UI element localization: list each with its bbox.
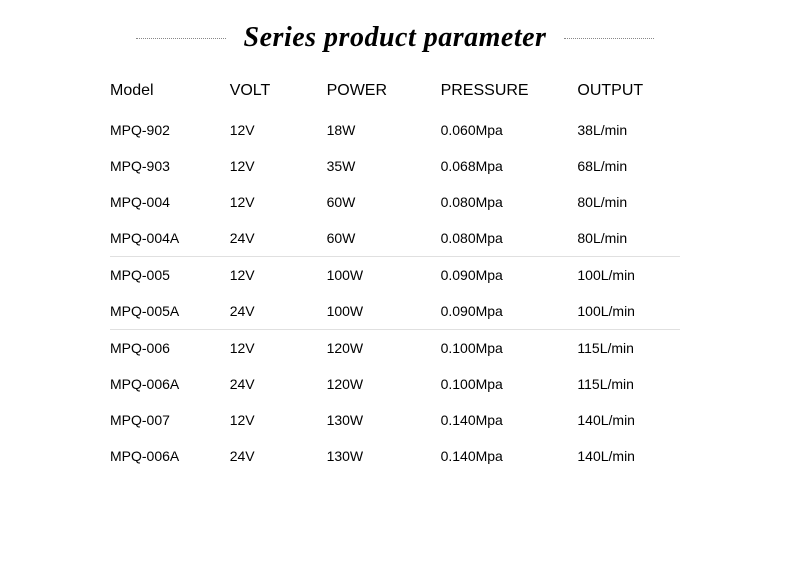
cell-volt: 24V bbox=[230, 293, 327, 330]
cell-model: MPQ-005 bbox=[110, 257, 230, 294]
table-row: MPQ-00412V60W0.080Mpa80L/min bbox=[110, 184, 680, 220]
title-row: Series product parameter bbox=[0, 22, 790, 54]
cell-power: 60W bbox=[327, 220, 441, 257]
cell-model: MPQ-903 bbox=[110, 148, 230, 184]
cell-model: MPQ-004A bbox=[110, 220, 230, 257]
cell-output: 38L/min bbox=[577, 122, 680, 148]
cell-model: MPQ-005A bbox=[110, 293, 230, 330]
table-row: MPQ-00512V100W0.090Mpa100L/min bbox=[110, 257, 680, 294]
cell-pressure: 0.140Mpa bbox=[441, 438, 578, 474]
cell-volt: 12V bbox=[230, 257, 327, 294]
cell-power: 35W bbox=[327, 148, 441, 184]
col-header-pressure: PRESSURE bbox=[441, 82, 578, 122]
cell-power: 120W bbox=[327, 330, 441, 367]
cell-output: 80L/min bbox=[577, 220, 680, 257]
cell-output: 115L/min bbox=[577, 366, 680, 402]
title-line-left bbox=[136, 38, 226, 39]
cell-pressure: 0.090Mpa bbox=[441, 257, 578, 294]
cell-pressure: 0.100Mpa bbox=[441, 366, 578, 402]
cell-power: 120W bbox=[327, 366, 441, 402]
table-row: MPQ-006A24V130W0.140Mpa140L/min bbox=[110, 438, 680, 474]
page-title: Series product parameter bbox=[244, 22, 547, 54]
cell-output: 140L/min bbox=[577, 402, 680, 438]
cell-pressure: 0.060Mpa bbox=[441, 122, 578, 148]
cell-pressure: 0.080Mpa bbox=[441, 184, 578, 220]
cell-pressure: 0.068Mpa bbox=[441, 148, 578, 184]
cell-volt: 24V bbox=[230, 366, 327, 402]
cell-power: 100W bbox=[327, 293, 441, 330]
cell-power: 60W bbox=[327, 184, 441, 220]
cell-power: 130W bbox=[327, 438, 441, 474]
cell-pressure: 0.100Mpa bbox=[441, 330, 578, 367]
parameter-table-wrap: Model VOLT POWER PRESSURE OUTPUT MPQ-902… bbox=[0, 82, 790, 474]
cell-output: 80L/min bbox=[577, 184, 680, 220]
table-row: MPQ-006A24V120W0.100Mpa115L/min bbox=[110, 366, 680, 402]
cell-volt: 12V bbox=[230, 184, 327, 220]
cell-pressure: 0.080Mpa bbox=[441, 220, 578, 257]
table-header-row: Model VOLT POWER PRESSURE OUTPUT bbox=[110, 82, 680, 122]
cell-volt: 12V bbox=[230, 330, 327, 367]
cell-model: MPQ-006A bbox=[110, 438, 230, 474]
cell-pressure: 0.090Mpa bbox=[441, 293, 578, 330]
cell-model: MPQ-902 bbox=[110, 122, 230, 148]
cell-volt: 24V bbox=[230, 220, 327, 257]
cell-volt: 12V bbox=[230, 122, 327, 148]
cell-volt: 24V bbox=[230, 438, 327, 474]
cell-model: MPQ-006 bbox=[110, 330, 230, 367]
table-row: MPQ-005A24V100W0.090Mpa100L/min bbox=[110, 293, 680, 330]
cell-model: MPQ-004 bbox=[110, 184, 230, 220]
title-line-right bbox=[564, 38, 654, 39]
col-header-power: POWER bbox=[327, 82, 441, 122]
table-row: MPQ-004A24V60W0.080Mpa80L/min bbox=[110, 220, 680, 257]
cell-power: 100W bbox=[327, 257, 441, 294]
table-row: MPQ-90312V35W0.068Mpa68L/min bbox=[110, 148, 680, 184]
table-body: MPQ-90212V18W0.060Mpa38L/minMPQ-90312V35… bbox=[110, 122, 680, 474]
cell-output: 100L/min bbox=[577, 293, 680, 330]
cell-model: MPQ-006A bbox=[110, 366, 230, 402]
cell-output: 68L/min bbox=[577, 148, 680, 184]
table-row: MPQ-00612V120W0.100Mpa115L/min bbox=[110, 330, 680, 367]
col-header-output: OUTPUT bbox=[577, 82, 680, 122]
parameter-table: Model VOLT POWER PRESSURE OUTPUT MPQ-902… bbox=[110, 82, 680, 474]
col-header-model: Model bbox=[110, 82, 230, 122]
cell-volt: 12V bbox=[230, 148, 327, 184]
cell-output: 100L/min bbox=[577, 257, 680, 294]
table-row: MPQ-00712V130W0.140Mpa140L/min bbox=[110, 402, 680, 438]
cell-output: 115L/min bbox=[577, 330, 680, 367]
cell-pressure: 0.140Mpa bbox=[441, 402, 578, 438]
col-header-volt: VOLT bbox=[230, 82, 327, 122]
cell-power: 18W bbox=[327, 122, 441, 148]
cell-model: MPQ-007 bbox=[110, 402, 230, 438]
cell-volt: 12V bbox=[230, 402, 327, 438]
cell-power: 130W bbox=[327, 402, 441, 438]
table-row: MPQ-90212V18W0.060Mpa38L/min bbox=[110, 122, 680, 148]
cell-output: 140L/min bbox=[577, 438, 680, 474]
